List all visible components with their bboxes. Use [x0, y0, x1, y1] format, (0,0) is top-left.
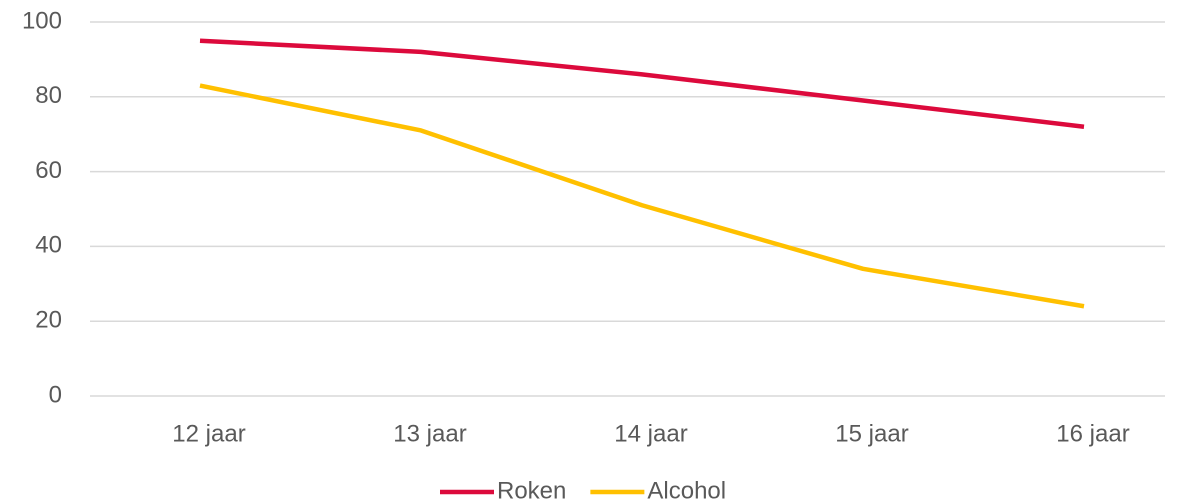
x-tick-label: 15 jaar: [835, 420, 908, 447]
legend-label: Roken: [497, 477, 566, 504]
y-tick-label: 20: [35, 307, 62, 334]
y-tick-label: 80: [35, 82, 62, 109]
y-tick-label: 60: [35, 157, 62, 184]
x-tick-label: 16 jaar: [1056, 420, 1129, 447]
x-tick-label: 14 jaar: [614, 420, 687, 447]
x-tick-label: 12 jaar: [172, 420, 245, 447]
y-tick-label: 40: [35, 232, 62, 259]
series-line: [199, 83, 1085, 309]
legend-label: Alcohol: [647, 477, 726, 504]
x-tick-label: 13 jaar: [393, 420, 466, 447]
y-tick-label: 0: [49, 381, 62, 408]
y-tick-label: 100: [22, 7, 62, 34]
series-line: [199, 38, 1085, 129]
